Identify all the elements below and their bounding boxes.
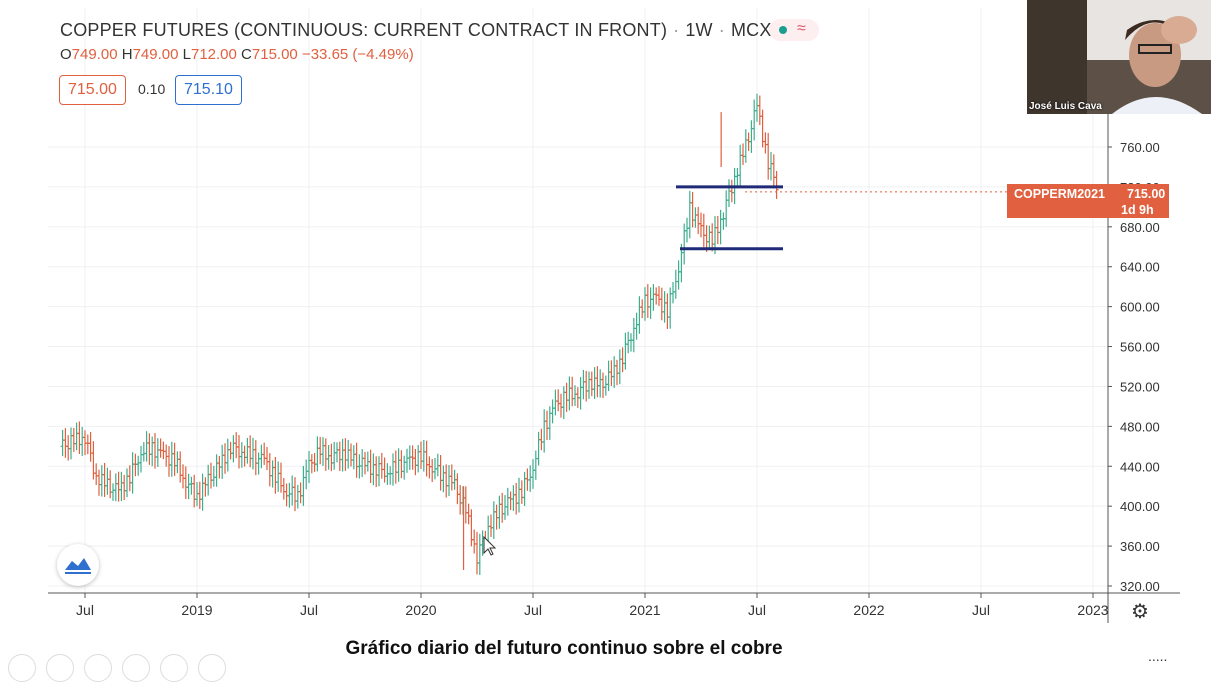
bar-countdown: 1d 9h <box>1121 203 1154 217</box>
y-tick-label: 680.00 <box>1120 220 1160 235</box>
y-tick-label: 520.00 <box>1120 379 1160 394</box>
buy-button[interactable]: 715.10 <box>175 75 242 105</box>
open-value: 749.00 <box>71 46 118 63</box>
x-tick-label: Jul <box>748 602 766 618</box>
x-tick-label: Jul <box>972 602 990 618</box>
x-tick-label: Jul <box>524 602 542 618</box>
prev-slide-icon[interactable] <box>8 654 36 682</box>
price-tag-value: 715.00 <box>1127 187 1166 201</box>
exchange-label: MCX <box>730 20 772 40</box>
x-tick-label: Jul <box>300 602 318 618</box>
y-tick-label: 360.00 <box>1120 539 1160 554</box>
y-tick-label: 320.00 <box>1120 579 1160 594</box>
open-label: O <box>60 46 72 63</box>
next-slide-icon[interactable] <box>46 654 74 682</box>
y-tick-label: 400.00 <box>1120 499 1160 514</box>
pen-tool-icon[interactable] <box>84 654 112 682</box>
price-chart[interactable]: 320.00 360.00 400.00 440.00 480.00 520.00 560.… <box>0 0 1211 669</box>
webcam-overlay: José Luis Cava <box>1027 0 1211 114</box>
x-tick-label: 2019 <box>181 602 212 618</box>
symbol-title: COPPER FUTURES (CONTINUOUS: CURRENT CONT… <box>60 20 668 40</box>
more-options-icon[interactable] <box>198 654 226 682</box>
slide-caption: Gráfico diario del futuro continuo sobre… <box>345 638 783 659</box>
sell-button[interactable]: 715.00 <box>59 75 126 105</box>
mouse-cursor-icon <box>483 535 497 556</box>
price-tag-symbol: COPPERM2021 <box>1014 187 1106 201</box>
zoom-icon[interactable] <box>160 654 188 682</box>
close-value: 715.00 <box>251 46 298 63</box>
title-separator-1: · <box>673 20 680 40</box>
chart-title: COPPER FUTURES (CONTINUOUS: CURRENT CONT… <box>60 20 772 41</box>
tradingview-logo-icon <box>65 558 91 574</box>
participant-name: José Luis Cava <box>1029 101 1102 112</box>
gear-icon[interactable]: ⚙ <box>1131 601 1149 623</box>
x-tick-label: Jul <box>76 602 94 618</box>
high-value: 749.00 <box>132 46 179 63</box>
y-tick-label: 440.00 <box>1120 459 1160 474</box>
close-label: C <box>241 46 252 63</box>
last-price-tag: COPPERM2021 715.00 1d 9h <box>1007 184 1169 218</box>
low-label: L <box>182 46 191 63</box>
x-tick-label: 2023 <box>1077 602 1108 618</box>
footer-dots: ..... <box>1148 648 1168 664</box>
x-tick-label: 2020 <box>405 602 436 618</box>
x-tick-label: 2021 <box>629 602 660 618</box>
low-value: 712.00 <box>190 46 237 63</box>
market-status-badge[interactable]: ≈ <box>769 19 819 41</box>
interval-label[interactable]: 1W <box>685 20 713 40</box>
y-tick-label: 760.00 <box>1120 140 1160 155</box>
title-separator-2: · <box>718 20 725 40</box>
high-label: H <box>121 46 133 63</box>
spread-value: 0.10 <box>138 81 166 97</box>
x-tick-label: 2022 <box>853 602 884 618</box>
ohlc-readout: O749.00 H749.00 L712.00 C715.00 −33.65 (… <box>60 46 414 63</box>
chart-area[interactable]: 320.00 360.00 400.00 440.00 480.00 520.00 560.… <box>0 0 1211 669</box>
tradingview-logo-button[interactable] <box>57 544 99 586</box>
y-tick-label: 640.00 <box>1120 260 1160 275</box>
slides-overview-icon[interactable] <box>122 654 150 682</box>
webcam-video <box>1027 0 1211 114</box>
y-tick-label: 480.00 <box>1120 419 1160 434</box>
presentation-toolbar <box>8 654 236 687</box>
market-open-dot-icon <box>779 26 787 34</box>
change-value: −33.65 (−4.49%) <box>301 46 414 63</box>
wave-icon: ≈ <box>797 20 806 37</box>
y-tick-label: 560.00 <box>1120 340 1160 355</box>
y-tick-label: 600.00 <box>1120 300 1160 315</box>
